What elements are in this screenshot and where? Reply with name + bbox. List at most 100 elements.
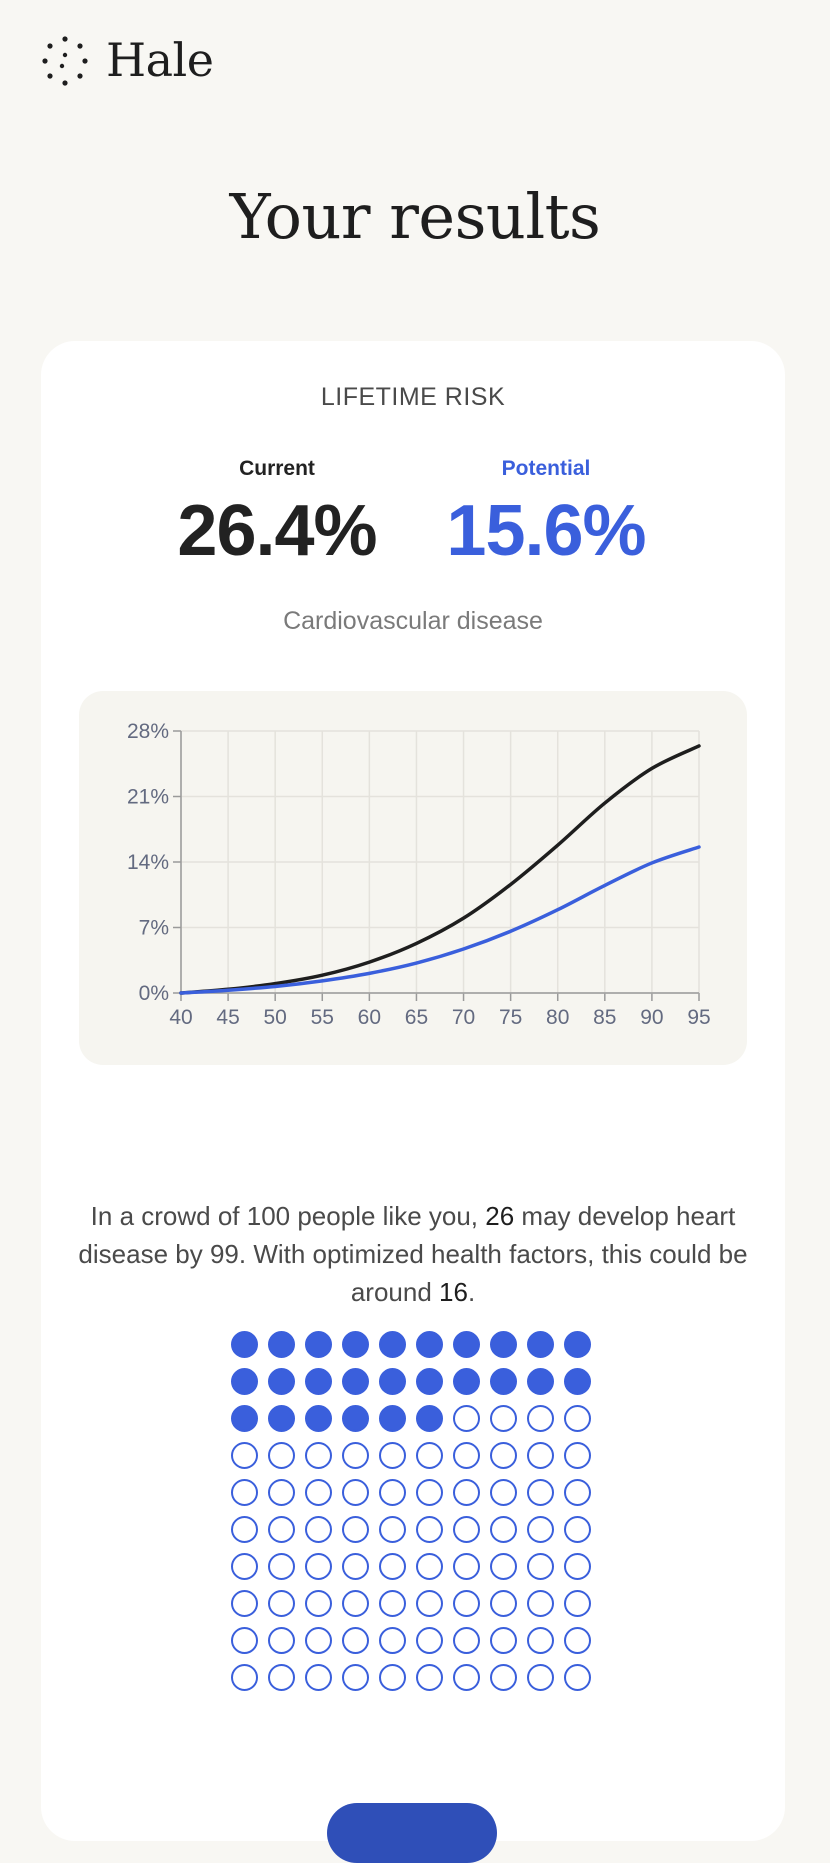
- x-tick-label: 70: [452, 1006, 475, 1029]
- person-dot-empty: [453, 1405, 480, 1432]
- crowd-current-count: 26: [485, 1201, 515, 1231]
- person-dot-filled: [305, 1368, 332, 1395]
- person-dot-empty: [416, 1479, 443, 1506]
- person-dot-empty: [305, 1516, 332, 1543]
- person-dot-filled: [490, 1368, 517, 1395]
- disease-label: Cardiovascular disease: [283, 607, 543, 635]
- x-tick-label: 40: [169, 1006, 192, 1029]
- dotted-circle-logo-icon[interactable]: [40, 33, 90, 87]
- person-dot-empty: [490, 1553, 517, 1580]
- person-dot-empty: [231, 1516, 258, 1543]
- x-tick-label: 50: [264, 1006, 287, 1029]
- y-tick-label: 28%: [127, 720, 169, 743]
- person-dot-filled: [305, 1331, 332, 1358]
- person-dot-empty: [342, 1442, 369, 1469]
- x-tick-label: 65: [405, 1006, 428, 1029]
- risk-chart: 40 45 50 55 60 65 70 75 80 85 90 95 0% 7% 14% 21% 28%: [127, 720, 711, 1029]
- x-tick-label: 55: [311, 1006, 334, 1029]
- y-tick-label: 7%: [139, 917, 169, 940]
- person-dot-empty: [231, 1627, 258, 1654]
- person-dot-empty: [453, 1627, 480, 1654]
- person-dot-empty: [527, 1479, 554, 1506]
- person-dot-empty: [453, 1516, 480, 1543]
- person-dot-empty: [231, 1442, 258, 1469]
- person-dot-filled: [453, 1368, 480, 1395]
- person-dot-empty: [564, 1590, 591, 1617]
- person-dot-empty: [231, 1553, 258, 1580]
- person-dot-empty: [416, 1627, 443, 1654]
- person-dot-empty: [268, 1442, 295, 1469]
- person-dot-empty: [564, 1553, 591, 1580]
- person-dot-filled: [416, 1331, 443, 1358]
- person-dot-empty: [231, 1479, 258, 1506]
- person-dot-filled: [342, 1331, 369, 1358]
- person-dot-empty: [305, 1627, 332, 1654]
- person-dot-empty: [453, 1442, 480, 1469]
- person-dot-empty: [527, 1590, 554, 1617]
- person-dot-empty: [453, 1590, 480, 1617]
- person-dot-empty: [231, 1590, 258, 1617]
- x-tick-label: 45: [216, 1006, 239, 1029]
- person-dot-empty: [527, 1627, 554, 1654]
- person-dot-filled: [527, 1331, 554, 1358]
- person-dot-filled: [268, 1405, 295, 1432]
- current-risk-line: [179, 744, 701, 995]
- person-dot-empty: [342, 1516, 369, 1543]
- person-dot-empty: [416, 1553, 443, 1580]
- crowd-potential-count: 16: [439, 1277, 468, 1307]
- person-dot-empty: [231, 1664, 258, 1691]
- person-dot-filled: [416, 1368, 443, 1395]
- person-dot-empty: [564, 1664, 591, 1691]
- person-dot-empty: [564, 1627, 591, 1654]
- crowd-text-middle: may develop heart disease by 99. With op…: [78, 1201, 748, 1307]
- crowd-text-suffix: .: [467, 1277, 476, 1307]
- person-dot-filled: [305, 1405, 332, 1432]
- person-dot-filled: [416, 1405, 443, 1432]
- person-dot-empty: [564, 1442, 591, 1469]
- person-dot-filled: [564, 1331, 591, 1358]
- person-dot-empty: [416, 1664, 443, 1691]
- person-dot-empty: [305, 1479, 332, 1506]
- y-tick-label: 21%: [127, 786, 169, 809]
- person-dot-empty: [527, 1664, 554, 1691]
- potential-risk-value: 15.6%: [446, 491, 646, 571]
- person-dot-empty: [305, 1442, 332, 1469]
- x-tick-label: 85: [593, 1006, 616, 1029]
- person-dot-empty: [268, 1516, 295, 1543]
- current-risk-label: Current: [239, 457, 315, 480]
- person-dot-filled: [490, 1331, 517, 1358]
- person-dot-empty: [490, 1627, 517, 1654]
- x-tick-label: 95: [687, 1006, 710, 1029]
- person-dot-empty: [342, 1553, 369, 1580]
- crowd-description: In a crowd of 100 people like you, 26 ma…: [71, 1197, 755, 1311]
- person-dot-empty: [342, 1590, 369, 1617]
- results-card: LIFETIME RISK Current 26.4% Potential 15…: [41, 341, 785, 1863]
- person-dot-empty: [490, 1664, 517, 1691]
- x-tick-label: 60: [358, 1006, 381, 1029]
- crowd-text-prefix: In a crowd of 100 people like you,: [90, 1201, 486, 1231]
- person-dot-filled: [379, 1368, 406, 1395]
- x-tick-label: 80: [546, 1006, 569, 1029]
- person-dot-empty: [490, 1405, 517, 1432]
- person-dot-filled: [342, 1405, 369, 1432]
- person-dot-empty: [305, 1553, 332, 1580]
- person-dot-empty: [268, 1479, 295, 1506]
- person-dot-empty: [564, 1405, 591, 1432]
- crowd-dot-grid: [231, 1331, 603, 1703]
- page-title: Your results: [229, 180, 601, 253]
- person-dot-filled: [379, 1405, 406, 1432]
- person-dot-empty: [527, 1405, 554, 1432]
- person-dot-empty: [305, 1664, 332, 1691]
- person-dot-empty: [453, 1553, 480, 1580]
- y-tick-label: 14%: [127, 851, 169, 874]
- person-dot-filled: [268, 1368, 295, 1395]
- person-dot-empty: [342, 1664, 369, 1691]
- person-dot-empty: [527, 1516, 554, 1543]
- person-dot-filled: [268, 1331, 295, 1358]
- person-dot-empty: [564, 1479, 591, 1506]
- brand-name[interactable]: Hale: [106, 33, 214, 87]
- person-dot-empty: [416, 1516, 443, 1543]
- continue-button[interactable]: [327, 1803, 497, 1863]
- person-dot-filled: [453, 1331, 480, 1358]
- person-dot-empty: [490, 1516, 517, 1543]
